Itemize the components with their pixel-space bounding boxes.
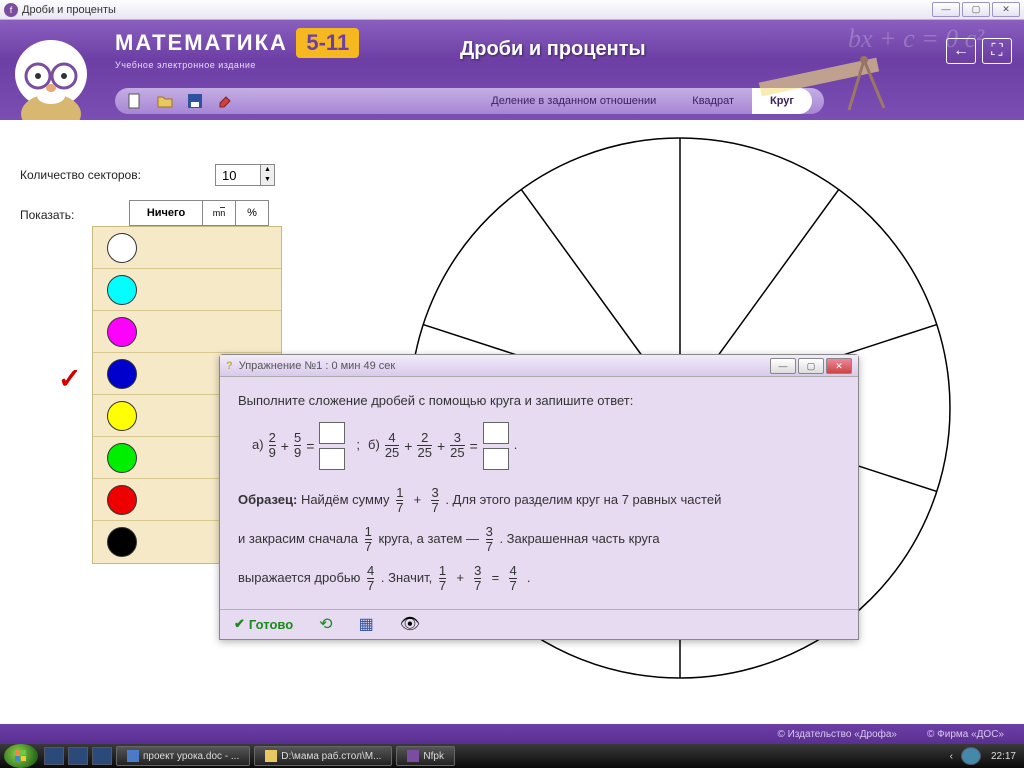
answer-b-num[interactable] [483,422,509,444]
palette-row[interactable] [93,311,281,353]
show-label: Показать: [20,208,74,222]
answer-b-den[interactable] [483,448,509,470]
task-word[interactable]: проект урока.doc - ... [116,746,250,766]
sector-count-value: 10 [216,168,260,183]
exercise-footer: ✔Готово ⟲ ▦ 👁 [220,609,858,639]
new-icon[interactable] [127,93,143,109]
color-swatch[interactable] [107,233,137,263]
color-swatch[interactable] [107,443,137,473]
maximize-button[interactable]: ▢ [962,2,990,17]
show-tab-percent[interactable]: % [235,200,269,226]
color-swatch[interactable] [107,401,137,431]
quicklaunch-2[interactable] [68,747,88,765]
back-button[interactable]: ← [946,38,976,64]
answer-a-den[interactable] [319,448,345,470]
open-icon[interactable] [157,93,173,109]
sector-count-input[interactable]: 10 ▲▼ [215,164,275,186]
ex-close-button[interactable]: ✕ [826,358,852,374]
logo-text: МАТЕМАТИКА [115,30,288,56]
exercise-body: Выполните сложение дробей с помощью круг… [220,377,858,609]
palette-row[interactable] [93,227,281,269]
logo-subtitle: Учебное электронное издание [115,60,359,70]
show-tab-fraction[interactable]: mn [202,200,236,226]
palette-row[interactable] [93,269,281,311]
spin-down[interactable]: ▼ [261,175,274,185]
publisher: © Издательство «Дрофа» [777,729,897,740]
teacher-mascot [0,26,106,120]
tools-decor [754,50,914,120]
ex-minimize-button[interactable]: — [770,358,796,374]
minimize-button[interactable]: — [932,2,960,17]
clock: 22:17 [983,751,1024,762]
os-title: Дроби и проценты [22,4,116,16]
tray-icon[interactable] [961,747,981,765]
show-tab-nothing[interactable]: Ничего [129,200,203,226]
ex-maximize-button[interactable]: ▢ [798,358,824,374]
color-swatch[interactable] [107,485,137,515]
app-footer: © Издательство «Дрофа» © Фирма «ДОС» [0,724,1024,744]
task-nfpk[interactable]: Nfpk [396,746,455,766]
answer-a-num[interactable] [319,422,345,444]
show-tabs: Ничего mn % [130,200,269,226]
erase-icon[interactable] [217,93,233,109]
ready-button[interactable]: ✔Готово [234,616,293,632]
sample-line3: выражается дробью 47 . Значит, 17 + 37 =… [238,564,840,593]
app-header: bx + c = 0 c² МАТЕМАТИКА 5-11 Учебное эл… [0,20,1024,120]
exercise-problems: а) 29 + 59 = ; б) 425 + 225 + 325 = . [252,422,840,470]
os-titlebar: f Дроби и проценты — ▢ ✕ [0,0,1024,20]
check-icon: ✓ [58,362,81,395]
taskbar: проект урока.doc - ... D:\мама раб.стол\… [0,744,1024,768]
help-icon: ? [226,360,233,372]
page-title: Дроби и проценты [460,38,646,61]
save-icon[interactable] [187,93,203,109]
task-explorer[interactable]: D:\мама раб.стол\М... [254,746,392,766]
exercise-titlebar[interactable]: ? Упражнение №1 : 0 мин 49 сек — ▢ ✕ [220,355,858,377]
exercise-instruction: Выполните сложение дробей с помощью круг… [238,391,840,412]
tab-ratio[interactable]: Деление в заданном отношении [473,88,674,114]
sector-count-label: Количество секторов: [20,168,141,182]
logo-badge: 5-11 [296,28,359,58]
color-swatch[interactable] [107,317,137,347]
app-icon: f [4,3,18,17]
exercise-title: Упражнение №1 : 0 мин 49 сек [239,360,395,372]
fullscreen-button[interactable]: ⛶ [982,38,1012,64]
start-button[interactable] [4,744,38,768]
logo: МАТЕМАТИКА 5-11 Учебное электронное изда… [115,28,359,70]
quicklaunch-3[interactable] [92,747,112,765]
firm: © Фирма «ДОС» [927,729,1004,740]
spin-up[interactable]: ▲ [261,165,274,175]
sample-line1: Образец: Найдём сумму 17 + 37 . Для этог… [238,486,840,515]
sample-line2: и закрасим сначала 17 круга, а затем — 3… [238,525,840,554]
calculator-icon[interactable]: ▦ [359,614,374,634]
color-swatch[interactable] [107,527,137,557]
close-button[interactable]: ✕ [992,2,1020,17]
toolbar: Деление в заданном отношении Квадрат Кру… [115,88,824,114]
refresh-icon[interactable]: ⟲ [319,614,332,634]
tab-square[interactable]: Квадрат [674,88,752,114]
color-swatch[interactable] [107,275,137,305]
exercise-window: ? Упражнение №1 : 0 мин 49 сек — ▢ ✕ Вып… [219,354,859,640]
color-swatch[interactable] [107,359,137,389]
quicklaunch-1[interactable] [44,747,64,765]
view-icon[interactable]: 👁 [400,614,420,634]
